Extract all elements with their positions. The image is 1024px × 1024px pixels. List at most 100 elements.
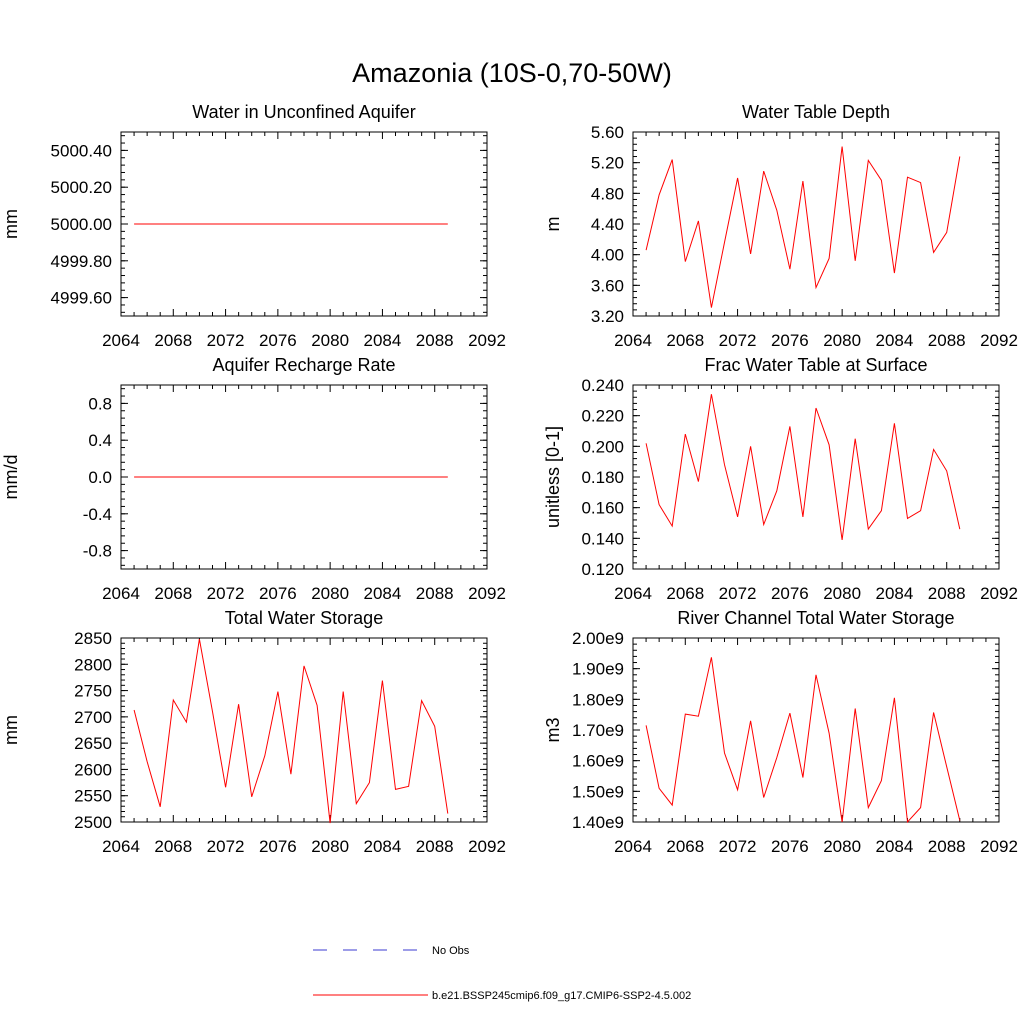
x-tick-label: 2088	[416, 837, 454, 856]
x-tick-label: 2080	[823, 584, 861, 603]
y-axis-label: mm/d	[1, 455, 21, 500]
x-tick-label: 2088	[928, 331, 966, 350]
x-tick-label: 2080	[311, 584, 349, 603]
x-tick-label: 2076	[771, 584, 809, 603]
x-tick-label: 2080	[311, 331, 349, 350]
panel-title: Frac Water Table at Surface	[704, 355, 927, 375]
x-tick-label: 2064	[614, 837, 652, 856]
x-tick-label: 2076	[259, 331, 297, 350]
x-tick-label: 2064	[102, 584, 140, 603]
panel-title: Total Water Storage	[225, 608, 383, 628]
panel-title: River Channel Total Water Storage	[677, 608, 954, 628]
y-tick-label: 1.50e9	[572, 782, 624, 801]
x-tick-label: 2088	[928, 584, 966, 603]
panel-3: 2064 2068 2072 2076 2080 2084 2088 2092 -0.8 -0.4…	[1, 355, 506, 603]
y-tick-label: 4999.80	[51, 252, 112, 271]
x-tick-label: 2084	[876, 584, 914, 603]
x-tick-label: 2088	[416, 584, 454, 603]
x-tick-label: 2092	[980, 837, 1018, 856]
y-tick-label: 1.40e9	[572, 813, 624, 832]
y-axis-label: unitless [0-1]	[543, 426, 563, 528]
plot-frame	[632, 637, 1000, 823]
legend: No Obs b.e21.BSSP245cmip6.f09_g17.CMIP6-…	[313, 945, 691, 1002]
y-tick-label: -0.8	[83, 542, 112, 561]
y-tick-label: 0.160	[581, 499, 624, 518]
y-tick-label: 2550	[74, 787, 112, 806]
y-tick-label: 5000.20	[51, 178, 112, 197]
x-tick-label: 2084	[364, 837, 402, 856]
panel-4: 2064 2068 2072 2076 2080 2084 2088 2092 0.120 0.1…	[543, 355, 1018, 603]
x-tick-label: 2084	[876, 331, 914, 350]
x-tick-label: 2084	[364, 331, 402, 350]
x-tick-label: 2092	[468, 331, 506, 350]
y-tick-label: 2600	[74, 760, 112, 779]
y-tick-label: 0.120	[581, 560, 624, 579]
x-tick-label: 2080	[823, 837, 861, 856]
y-axis-label: m	[543, 217, 563, 232]
y-tick-label: 1.60e9	[572, 752, 624, 771]
x-tick-label: 2068	[666, 331, 704, 350]
x-tick-label: 2080	[311, 837, 349, 856]
x-tick-label: 2076	[259, 584, 297, 603]
x-tick-label: 2084	[364, 584, 402, 603]
y-tick-label: 0.180	[581, 468, 624, 487]
x-tick-label: 2092	[468, 584, 506, 603]
x-tick-label: 2068	[154, 584, 192, 603]
y-tick-label: 4999.60	[51, 289, 112, 308]
x-tick-label: 2064	[614, 331, 652, 350]
x-tick-label: 2068	[666, 584, 704, 603]
y-tick-label: 1.90e9	[572, 660, 624, 679]
y-tick-label: 5000.00	[51, 215, 112, 234]
x-tick-label: 2072	[719, 837, 757, 856]
y-tick-label: 0.8	[88, 394, 112, 413]
x-tick-label: 2076	[771, 331, 809, 350]
x-tick-label: 2080	[823, 331, 861, 350]
x-tick-label: 2072	[207, 837, 245, 856]
y-tick-label: 2850	[74, 629, 112, 648]
y-tick-label: 4.80	[591, 184, 624, 203]
y-tick-label: 2.00e9	[572, 629, 624, 648]
x-tick-label: 2068	[154, 331, 192, 350]
panel-5: 2064 2068 2072 2076 2080 2084 2088 2092 2500 2550…	[1, 608, 506, 856]
y-axis-label: mm	[1, 209, 21, 239]
x-tick-label: 2072	[207, 584, 245, 603]
x-tick-label: 2092	[468, 837, 506, 856]
x-tick-label: 2092	[980, 331, 1018, 350]
y-tick-label: 4.40	[591, 215, 624, 234]
x-tick-label: 2076	[771, 837, 809, 856]
x-tick-label: 2084	[876, 837, 914, 856]
x-tick-label: 2072	[719, 584, 757, 603]
x-tick-label: 2092	[980, 584, 1018, 603]
y-tick-label: 0.4	[88, 431, 112, 450]
y-axis-label: mm	[1, 715, 21, 745]
y-tick-label: 2800	[74, 655, 112, 674]
y-tick-label: 5000.40	[51, 141, 112, 160]
x-tick-label: 2068	[154, 837, 192, 856]
y-tick-label: 5.20	[591, 154, 624, 173]
y-tick-label: 1.70e9	[572, 721, 624, 740]
y-tick-label: 0.220	[581, 407, 624, 426]
x-tick-label: 2088	[416, 331, 454, 350]
y-tick-label: 2750	[74, 682, 112, 701]
y-tick-label: -0.4	[83, 505, 112, 524]
series-line	[645, 657, 961, 824]
x-tick-label: 2076	[259, 837, 297, 856]
panel-title: Water in Unconfined Aquifer	[192, 102, 415, 122]
y-tick-label: 5.60	[591, 123, 624, 142]
x-tick-label: 2064	[614, 584, 652, 603]
y-tick-label: 0.140	[581, 529, 624, 548]
series-line	[645, 394, 961, 540]
plot-frame	[632, 384, 1000, 570]
panel-1: 2064 2068 2072 2076 2080 2084 2088 2092 4999.60 4…	[1, 102, 506, 350]
y-tick-label: 4.00	[591, 246, 624, 265]
y-axis-label: m3	[543, 717, 563, 742]
x-tick-label: 2072	[207, 331, 245, 350]
series-line	[133, 639, 449, 824]
plot-frame	[120, 637, 488, 823]
y-tick-label: 3.20	[591, 307, 624, 326]
x-tick-label: 2068	[666, 837, 704, 856]
y-tick-label: 0.200	[581, 437, 624, 456]
panel-6: 2064 2068 2072 2076 2080 2084 2088 2092 1.40e9 1.…	[543, 608, 1018, 856]
y-tick-label: 3.60	[591, 276, 624, 295]
